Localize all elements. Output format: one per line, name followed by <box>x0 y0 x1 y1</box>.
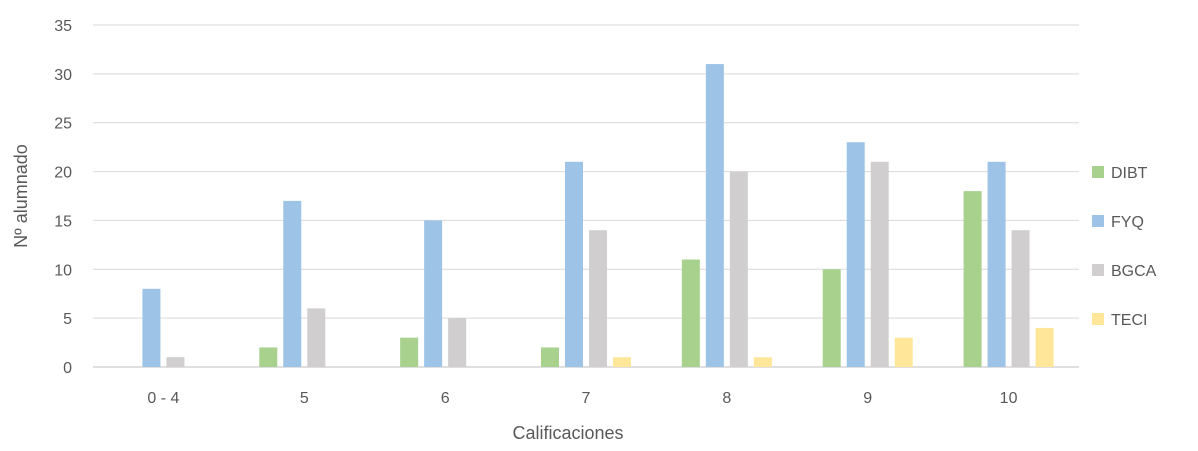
x-axis-title: Calificaciones <box>512 423 623 443</box>
y-tick-label: 5 <box>63 311 72 328</box>
legend-swatch <box>1092 215 1104 227</box>
bar <box>589 230 607 367</box>
bars <box>142 64 1054 367</box>
bar <box>870 161 889 367</box>
legend-label: FYQ <box>1111 214 1144 231</box>
legend-swatch <box>1092 166 1104 178</box>
bar <box>987 161 1006 367</box>
y-tick-label: 30 <box>54 67 72 84</box>
x-tick-label: 9 <box>863 390 872 407</box>
x-tick-label: 0 - 4 <box>147 390 179 407</box>
legend-label: TECI <box>1111 312 1147 329</box>
bar <box>448 318 467 367</box>
bar <box>681 259 700 367</box>
bar <box>729 171 748 367</box>
bar <box>166 357 185 367</box>
y-axis-title: Nº alumnado <box>11 144 31 248</box>
bar <box>753 357 772 367</box>
bar <box>400 337 419 367</box>
bar <box>822 269 841 367</box>
x-axis: 0 - 4 5 6 7 8 9 10 <box>147 390 1017 407</box>
x-tick-label: 7 <box>582 390 591 407</box>
y-tick-label: 0 <box>63 360 72 377</box>
bar <box>705 64 724 367</box>
bar <box>894 337 913 367</box>
legend: DIBT FYQ BGCA TECI <box>1092 165 1157 329</box>
bar <box>307 308 326 367</box>
bar <box>259 347 278 367</box>
bar <box>283 200 302 367</box>
legend-swatch <box>1092 264 1104 276</box>
bar <box>963 191 982 367</box>
x-tick-label: 6 <box>441 390 450 407</box>
x-tick-label: 5 <box>300 390 309 407</box>
bar <box>1035 327 1054 367</box>
y-tick-label: 10 <box>54 262 72 279</box>
x-tick-label: 10 <box>1000 390 1018 407</box>
y-tick-label: 15 <box>54 213 72 230</box>
x-tick-label: 8 <box>722 390 731 407</box>
legend-label: DIBT <box>1111 165 1148 182</box>
bar <box>613 357 631 367</box>
bar <box>565 161 583 367</box>
y-tick-label: 25 <box>54 116 72 133</box>
bar <box>142 288 161 367</box>
bar <box>846 142 865 367</box>
y-tick-label: 20 <box>54 165 72 182</box>
bar <box>1011 230 1030 367</box>
gridlines <box>93 24 1079 368</box>
legend-swatch <box>1092 313 1104 325</box>
legend-label: BGCA <box>1111 263 1157 280</box>
y-axis: 0 5 10 15 20 25 30 35 <box>54 18 72 377</box>
bar <box>424 220 443 367</box>
bar <box>541 347 559 367</box>
y-tick-label: 35 <box>54 18 72 35</box>
